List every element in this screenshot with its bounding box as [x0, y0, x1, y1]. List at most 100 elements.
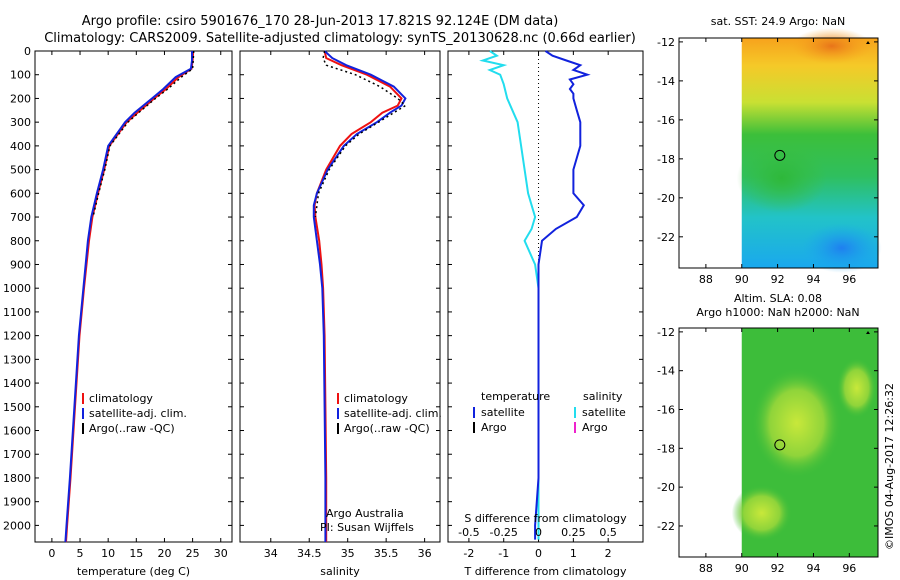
y-tick-label: 1300 — [3, 353, 31, 366]
sst-map-title: sat. SST: 24.9 Argo: NaN — [711, 15, 845, 28]
x-tick-label: 92 — [771, 562, 785, 575]
legend-label: satellite-adj. clim. — [89, 407, 187, 420]
y-tick-label: -16 — [657, 404, 675, 417]
sla-high-patch — [731, 485, 792, 541]
y-tick-label: 700 — [10, 211, 31, 224]
sla-map-title-line2: Argo h1000: NaN h2000: NaN — [696, 306, 859, 319]
y-tick-label: -18 — [657, 153, 675, 166]
x-tick-label: 2 — [605, 547, 612, 560]
x-tick-label: 88 — [699, 273, 713, 286]
x-tick-label: 25 — [186, 547, 200, 560]
y-tick-label: -22 — [657, 520, 675, 533]
x-tick-label: 88 — [699, 562, 713, 575]
sst-cool-patch — [801, 223, 882, 273]
y-tick-label: -18 — [657, 442, 675, 455]
argo-float-marker — [774, 439, 786, 451]
sla-high-patch — [836, 358, 877, 418]
argo-float-marker — [774, 149, 786, 161]
legend-label: climatology — [344, 392, 408, 405]
y-tick-label: 100 — [10, 69, 31, 82]
figure-title-line1: Argo profile: csiro 5901676_170 28-Jun-2… — [82, 14, 559, 29]
x-tick-label: 34.5 — [297, 547, 322, 560]
sla-map-title-line1: Altim. SLA: 0.08 — [734, 292, 822, 305]
plot-frame — [34, 50, 233, 543]
series-line-temperature-satellite — [534, 50, 591, 540]
x-tick-label: 15 — [129, 547, 143, 560]
series-line-climatology — [65, 50, 195, 543]
map-frame — [678, 327, 879, 558]
y-tick-label: 1600 — [3, 425, 31, 438]
series-line-salinity-satellite — [479, 50, 540, 540]
difference-panel: -2 -1 0 1 2 T difference from climatology -0.5… — [447, 50, 644, 578]
legend-label: satellite — [481, 406, 525, 419]
y-tick-label: 600 — [10, 187, 31, 200]
x-tick-label: 96 — [842, 562, 856, 575]
series-line-satellite-adj-clim- — [64, 51, 193, 543]
legend-label: Argo(..raw -QC) — [344, 422, 430, 435]
x-tick-label: 30 — [214, 547, 228, 560]
y-tick-label: 1800 — [3, 472, 31, 485]
salinity-panel: 34 34.5 35 35.5 36 salinity climatology satelli… — [239, 50, 442, 578]
figure-title-line2: Climatology: CARS2009. Satellite-adjuste… — [44, 31, 636, 46]
x-tick-label: 35 — [341, 547, 355, 560]
x-tick-label: 35.5 — [374, 547, 399, 560]
sla-high-patch — [751, 368, 842, 478]
y-tick-label: 1400 — [3, 377, 31, 390]
top-x-tick-label: -0.25 — [489, 526, 517, 539]
y-tick-label: -20 — [657, 192, 675, 205]
x-tick-label: 0 — [535, 547, 542, 560]
y-tick-label: 400 — [10, 140, 31, 153]
y-tick-label: 800 — [10, 235, 31, 248]
x-tick-label: 0 — [48, 547, 55, 560]
x-tick-label: 34 — [264, 547, 278, 560]
top-x-tick-label: 0 — [535, 526, 542, 539]
top-x-tick-label: -0.5 — [458, 526, 479, 539]
y-tick-label: 1700 — [3, 448, 31, 461]
x-tick-label: 94 — [806, 273, 820, 286]
x-tick-label: -2 — [463, 547, 474, 560]
y-tick-label: 1100 — [3, 306, 31, 319]
legend-label: Argo(..raw -QC) — [89, 422, 175, 435]
sst-green-patch — [736, 143, 827, 213]
map-frame — [678, 37, 879, 269]
x-tick-label: 92 — [771, 273, 785, 286]
y-tick-label: 200 — [10, 92, 31, 105]
y-tick-label: 900 — [10, 258, 31, 271]
x-tick-label: 10 — [101, 547, 115, 560]
legend-label: climatology — [89, 392, 153, 405]
y-tick-label: 2000 — [3, 519, 31, 532]
y-tick-label: 500 — [10, 164, 31, 177]
y-tick-label: 300 — [10, 116, 31, 129]
sst-warm-patch — [791, 28, 872, 64]
legend-label: Argo — [481, 421, 507, 434]
north-marker — [866, 41, 870, 44]
x-axis-label: temperature (deg C) — [77, 565, 190, 578]
north-marker — [866, 331, 870, 334]
x-tick-label: 94 — [806, 562, 820, 575]
y-tick-label: -14 — [657, 365, 675, 378]
credit-line: Argo Australia — [326, 507, 404, 520]
series-line-argo-raw-qc- — [92, 50, 195, 218]
top-x-axis-label: S difference from climatology — [464, 512, 627, 525]
x-tick-label: 96 — [842, 273, 856, 286]
x-tick-label: 36 — [418, 547, 432, 560]
y-tick-label: -20 — [657, 481, 675, 494]
plot-frame — [447, 50, 644, 543]
y-tick-label: 1200 — [3, 330, 31, 343]
x-tick-label: 5 — [77, 547, 84, 560]
y-tick-label: -12 — [657, 326, 675, 339]
y-tick-label: -12 — [657, 36, 675, 49]
series-line-satellite-adj-clim- — [312, 50, 407, 542]
y-tick-label: -16 — [657, 114, 675, 127]
top-x-tick-label: 0.5 — [599, 526, 617, 539]
top-x-tick-label: 0.25 — [561, 526, 586, 539]
y-tick-label: 1900 — [3, 496, 31, 509]
x-axis-label: T difference from climatology — [464, 565, 627, 578]
imos-watermark: ©IMOS 04-Aug-2017 12:26:32 — [883, 383, 896, 550]
legend-label: satellite-adj. clim. — [344, 407, 442, 420]
y-tick-label: 0 — [24, 45, 31, 58]
x-tick-label: 90 — [735, 273, 749, 286]
y-tick-label: 1500 — [3, 401, 31, 414]
plot-frame — [239, 50, 441, 543]
y-tick-label: 1000 — [3, 282, 31, 295]
